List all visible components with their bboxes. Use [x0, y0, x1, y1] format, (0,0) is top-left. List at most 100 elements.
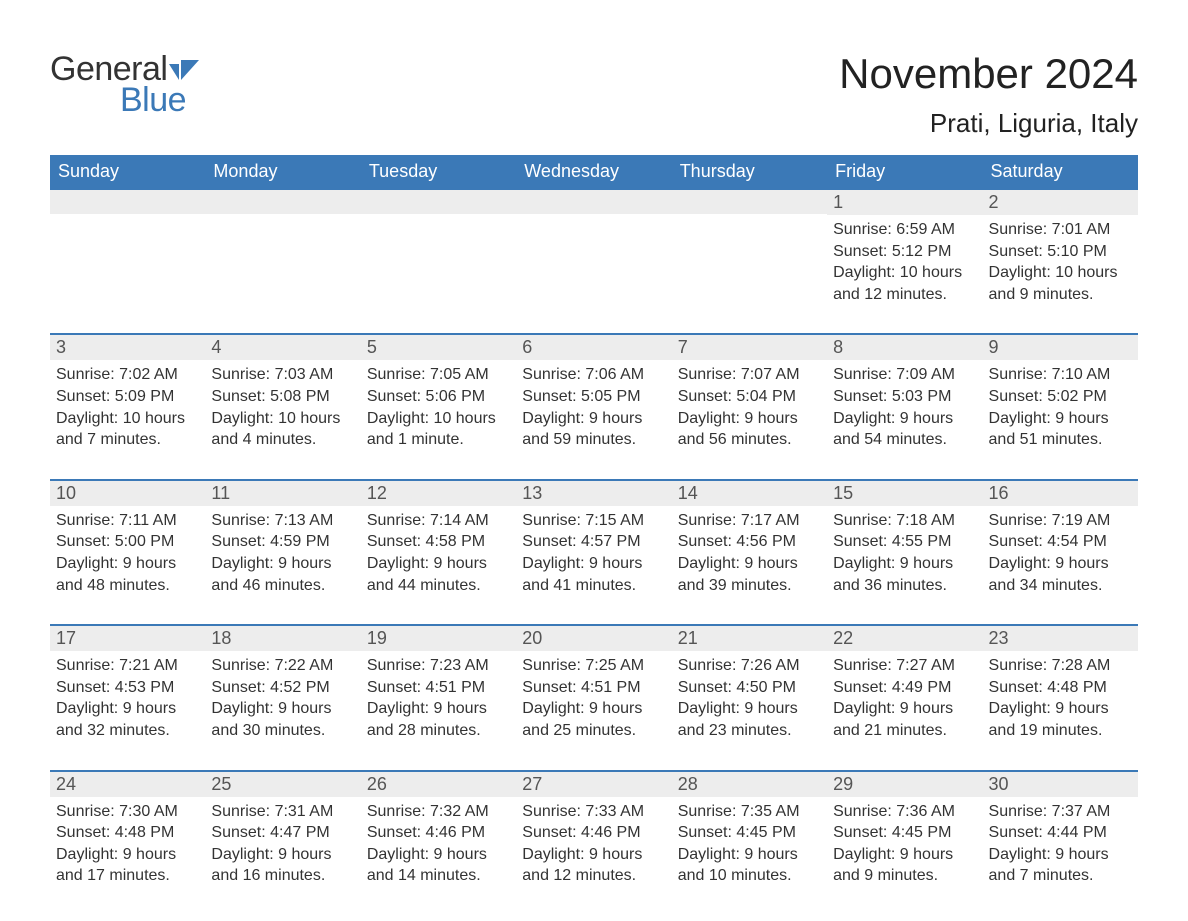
calendar-week: 24Sunrise: 7:30 AMSunset: 4:48 PMDayligh… — [50, 770, 1138, 891]
day-sunset-line: Sunset: 4:48 PM — [989, 677, 1132, 699]
day-header-bar: 15 — [827, 481, 982, 506]
day-number: 15 — [833, 483, 853, 503]
day-header-bar: 24 — [50, 772, 205, 797]
day-number: 6 — [522, 337, 532, 357]
calendar-day-empty — [516, 190, 671, 309]
day-header-bar — [205, 190, 360, 214]
day-dl2-line: and 12 minutes. — [833, 284, 976, 306]
day-dl1-line: Daylight: 9 hours — [678, 408, 821, 430]
day-sunrise-line: Sunrise: 7:10 AM — [989, 364, 1132, 386]
day-dl1-line: Daylight: 9 hours — [989, 844, 1132, 866]
day-sunset-line: Sunset: 4:45 PM — [833, 822, 976, 844]
day-dl2-line: and 41 minutes. — [522, 575, 665, 597]
day-dl2-line: and 39 minutes. — [678, 575, 821, 597]
day-number: 2 — [989, 192, 999, 212]
day-number: 10 — [56, 483, 76, 503]
day-dl1-line: Daylight: 9 hours — [56, 844, 199, 866]
calendar-day: 1Sunrise: 6:59 AMSunset: 5:12 PMDaylight… — [827, 190, 982, 309]
day-dl1-line: Daylight: 9 hours — [522, 553, 665, 575]
weekday-header-cell: Tuesday — [361, 155, 516, 188]
day-dl1-line: Daylight: 9 hours — [367, 553, 510, 575]
day-header-bar — [516, 190, 671, 214]
day-dl2-line: and 32 minutes. — [56, 720, 199, 742]
day-header-bar: 29 — [827, 772, 982, 797]
day-header-bar: 26 — [361, 772, 516, 797]
day-dl2-line: and 56 minutes. — [678, 429, 821, 451]
calendar-day: 20Sunrise: 7:25 AMSunset: 4:51 PMDayligh… — [516, 626, 671, 745]
calendar-day: 14Sunrise: 7:17 AMSunset: 4:56 PMDayligh… — [672, 481, 827, 600]
calendar-day: 23Sunrise: 7:28 AMSunset: 4:48 PMDayligh… — [983, 626, 1138, 745]
day-header-bar: 25 — [205, 772, 360, 797]
page-title: November 2024 — [839, 50, 1138, 98]
calendar-day: 5Sunrise: 7:05 AMSunset: 5:06 PMDaylight… — [361, 335, 516, 454]
day-header-bar: 23 — [983, 626, 1138, 651]
day-number: 3 — [56, 337, 66, 357]
logo-word-blue: Blue — [120, 81, 199, 120]
day-sunset-line: Sunset: 4:57 PM — [522, 531, 665, 553]
day-header-bar — [361, 190, 516, 214]
calendar-week: 1Sunrise: 6:59 AMSunset: 5:12 PMDaylight… — [50, 188, 1138, 309]
day-dl1-line: Daylight: 9 hours — [678, 844, 821, 866]
day-dl1-line: Daylight: 10 hours — [56, 408, 199, 430]
calendar-day: 2Sunrise: 7:01 AMSunset: 5:10 PMDaylight… — [983, 190, 1138, 309]
calendar-day: 26Sunrise: 7:32 AMSunset: 4:46 PMDayligh… — [361, 772, 516, 891]
day-dl1-line: Daylight: 9 hours — [211, 698, 354, 720]
day-sunset-line: Sunset: 5:10 PM — [989, 241, 1132, 263]
day-header-bar: 28 — [672, 772, 827, 797]
day-header-bar: 6 — [516, 335, 671, 360]
day-dl1-line: Daylight: 9 hours — [989, 408, 1132, 430]
day-header-bar: 16 — [983, 481, 1138, 506]
day-dl2-line: and 16 minutes. — [211, 865, 354, 887]
day-dl2-line: and 44 minutes. — [367, 575, 510, 597]
day-header-bar: 30 — [983, 772, 1138, 797]
day-number: 24 — [56, 774, 76, 794]
day-dl2-line: and 9 minutes. — [833, 865, 976, 887]
calendar-day: 7Sunrise: 7:07 AMSunset: 5:04 PMDaylight… — [672, 335, 827, 454]
day-dl1-line: Daylight: 9 hours — [833, 844, 976, 866]
calendar-day: 3Sunrise: 7:02 AMSunset: 5:09 PMDaylight… — [50, 335, 205, 454]
day-sunset-line: Sunset: 5:09 PM — [56, 386, 199, 408]
day-sunrise-line: Sunrise: 7:03 AM — [211, 364, 354, 386]
day-header-bar: 17 — [50, 626, 205, 651]
day-header-bar: 27 — [516, 772, 671, 797]
day-number: 20 — [522, 628, 542, 648]
day-dl1-line: Daylight: 9 hours — [989, 698, 1132, 720]
day-dl2-line: and 54 minutes. — [833, 429, 976, 451]
day-sunset-line: Sunset: 4:52 PM — [211, 677, 354, 699]
weekday-header-cell: Thursday — [672, 155, 827, 188]
day-number: 22 — [833, 628, 853, 648]
day-sunrise-line: Sunrise: 7:01 AM — [989, 219, 1132, 241]
day-sunset-line: Sunset: 4:59 PM — [211, 531, 354, 553]
calendar-day: 22Sunrise: 7:27 AMSunset: 4:49 PMDayligh… — [827, 626, 982, 745]
day-dl2-line: and 7 minutes. — [56, 429, 199, 451]
day-header-bar: 10 — [50, 481, 205, 506]
day-dl1-line: Daylight: 9 hours — [989, 553, 1132, 575]
day-header-bar: 9 — [983, 335, 1138, 360]
day-header-bar: 2 — [983, 190, 1138, 215]
day-dl1-line: Daylight: 10 hours — [833, 262, 976, 284]
day-sunrise-line: Sunrise: 7:26 AM — [678, 655, 821, 677]
day-sunrise-line: Sunrise: 7:33 AM — [522, 801, 665, 823]
day-number: 9 — [989, 337, 999, 357]
day-number: 12 — [367, 483, 387, 503]
day-dl1-line: Daylight: 9 hours — [56, 553, 199, 575]
day-sunrise-line: Sunrise: 7:18 AM — [833, 510, 976, 532]
day-sunrise-line: Sunrise: 7:21 AM — [56, 655, 199, 677]
calendar-day: 13Sunrise: 7:15 AMSunset: 4:57 PMDayligh… — [516, 481, 671, 600]
calendar-day: 4Sunrise: 7:03 AMSunset: 5:08 PMDaylight… — [205, 335, 360, 454]
day-number: 8 — [833, 337, 843, 357]
calendar-page: General Blue November 2024 Prati, Liguri… — [0, 0, 1188, 921]
day-dl2-line: and 7 minutes. — [989, 865, 1132, 887]
day-dl2-line: and 19 minutes. — [989, 720, 1132, 742]
day-dl1-line: Daylight: 9 hours — [522, 844, 665, 866]
calendar: SundayMondayTuesdayWednesdayThursdayFrid… — [50, 155, 1138, 891]
weekday-header-cell: Sunday — [50, 155, 205, 188]
title-block: November 2024 Prati, Liguria, Italy — [839, 50, 1138, 139]
calendar-day-empty — [205, 190, 360, 309]
page-header: General Blue November 2024 Prati, Liguri… — [50, 50, 1138, 139]
calendar-day: 11Sunrise: 7:13 AMSunset: 4:59 PMDayligh… — [205, 481, 360, 600]
calendar-day: 25Sunrise: 7:31 AMSunset: 4:47 PMDayligh… — [205, 772, 360, 891]
calendar-day: 28Sunrise: 7:35 AMSunset: 4:45 PMDayligh… — [672, 772, 827, 891]
day-dl1-line: Daylight: 9 hours — [678, 553, 821, 575]
day-dl2-line: and 23 minutes. — [678, 720, 821, 742]
